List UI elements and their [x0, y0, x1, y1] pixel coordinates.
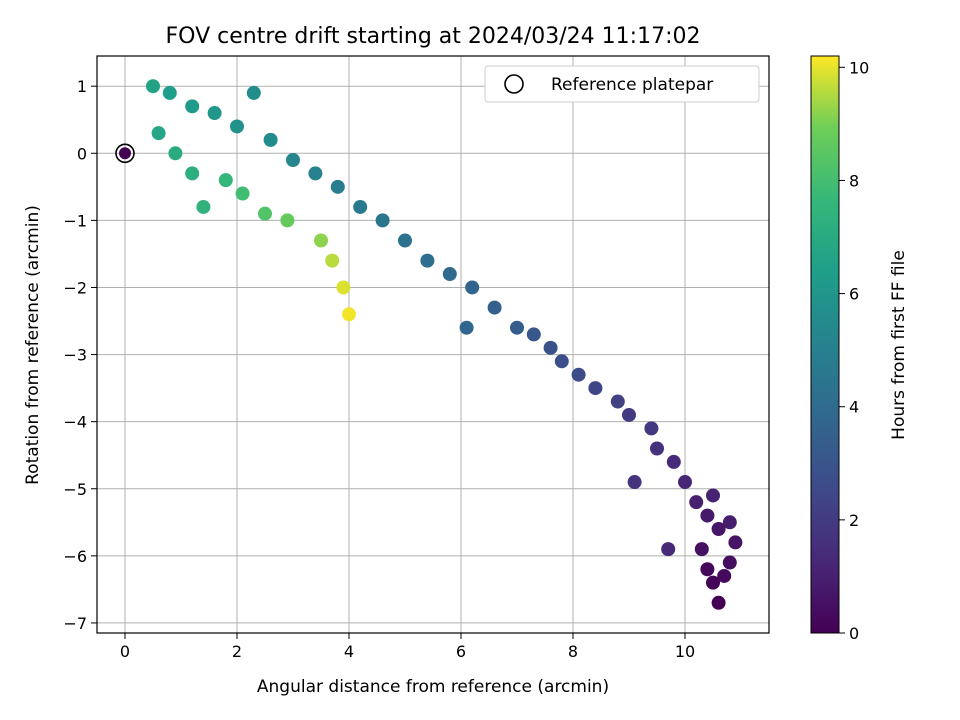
data-point	[398, 233, 412, 248]
y-tick-label: 0	[77, 144, 87, 163]
data-point	[314, 233, 328, 248]
data-point	[336, 280, 351, 295]
data-point	[258, 206, 272, 221]
y-axis-ticks: 1 0 −1 −2 −3 −4 −5 −6 −7	[63, 77, 97, 633]
data-point	[185, 166, 200, 181]
x-tick-label: 4	[344, 642, 354, 661]
x-axis-ticks: 0 2 4 6 8 10	[120, 633, 695, 661]
colorbar-gradient	[810, 55, 840, 634]
data-point	[622, 407, 636, 422]
data-point	[666, 454, 681, 469]
y-tick-label: −5	[63, 480, 87, 499]
y-tick-label: −6	[63, 547, 87, 566]
data-point	[442, 267, 457, 282]
data-point	[246, 85, 261, 100]
data-point	[465, 280, 480, 295]
data-point	[678, 475, 692, 490]
colorbar-tick-label: 10	[849, 58, 869, 77]
legend: Reference platepar	[484, 65, 760, 103]
y-axis-label: Rotation from reference (arcmin)	[23, 205, 43, 485]
y-tick-label: −1	[63, 211, 87, 230]
data-point	[168, 146, 183, 161]
data-point	[146, 79, 160, 94]
data-point	[151, 126, 166, 141]
data-point	[459, 320, 474, 335]
legend-marker-icon	[504, 74, 524, 94]
data-point	[711, 522, 726, 537]
plot-frame	[96, 55, 770, 634]
data-point	[689, 495, 704, 510]
data-point	[571, 367, 586, 382]
data-point	[342, 307, 356, 322]
data-point	[325, 253, 340, 268]
colorbar-tick-label: 4	[849, 398, 859, 417]
data-point	[711, 595, 726, 610]
colorbar-ticks: 0 2 4 6 8 10	[839, 58, 869, 643]
data-point	[722, 555, 737, 570]
data-point	[700, 562, 715, 577]
data-points	[146, 79, 743, 610]
legend-entry-reference-platepar: Reference platepar	[551, 75, 713, 95]
data-point	[280, 213, 295, 228]
data-point	[644, 421, 659, 436]
data-point	[661, 542, 676, 557]
data-point	[722, 515, 737, 530]
data-point	[207, 106, 222, 121]
data-point	[526, 327, 541, 342]
data-point	[218, 173, 233, 188]
data-point	[728, 535, 743, 550]
data-point	[196, 199, 211, 214]
data-point	[510, 320, 524, 335]
data-point	[650, 441, 664, 456]
y-tick-label: −4	[63, 413, 87, 432]
colorbar-tick-label: 0	[849, 624, 859, 643]
data-point	[162, 85, 177, 100]
data-point	[588, 381, 603, 396]
data-point	[543, 340, 558, 355]
x-tick-label: 6	[456, 642, 466, 661]
data-point	[694, 542, 709, 557]
colorbar-tick-label: 8	[849, 171, 859, 190]
data-point	[353, 199, 368, 214]
grid-lines	[97, 56, 769, 633]
data-point	[308, 166, 323, 181]
x-tick-label: 8	[568, 642, 578, 661]
y-tick-label: −3	[63, 346, 87, 365]
y-tick-label: 1	[77, 77, 87, 96]
data-point	[554, 354, 569, 369]
data-point	[717, 568, 732, 583]
data-point	[706, 488, 720, 503]
colorbar-label: Hours from first FF file	[889, 250, 909, 440]
x-tick-label: 0	[120, 642, 130, 661]
data-point	[627, 475, 642, 490]
y-tick-label: −2	[63, 278, 87, 297]
data-point	[263, 132, 278, 147]
data-point	[185, 99, 200, 114]
x-axis-label: Angular distance from reference (arcmin)	[257, 677, 609, 697]
data-point	[375, 213, 390, 228]
x-tick-label: 2	[232, 642, 242, 661]
data-point	[230, 119, 244, 134]
colorbar: 0 2 4 6 8 10 Hours from first FF file	[810, 55, 909, 643]
data-point	[610, 394, 625, 409]
colorbar-tick-label: 2	[849, 511, 859, 530]
chart-title: FOV centre drift starting at 2024/03/24 …	[166, 24, 701, 49]
reference-platepar-marker	[115, 143, 135, 164]
colorbar-tick-label: 6	[849, 285, 859, 304]
legend-box	[484, 65, 760, 103]
y-tick-label: −7	[63, 614, 87, 633]
data-point	[420, 253, 435, 268]
data-point	[286, 152, 300, 167]
data-point	[700, 508, 715, 523]
data-point	[330, 179, 345, 194]
data-point	[487, 300, 502, 315]
data-point	[706, 575, 720, 590]
x-tick-label: 10	[675, 642, 695, 661]
data-point	[235, 186, 250, 201]
reference-point	[119, 147, 131, 160]
